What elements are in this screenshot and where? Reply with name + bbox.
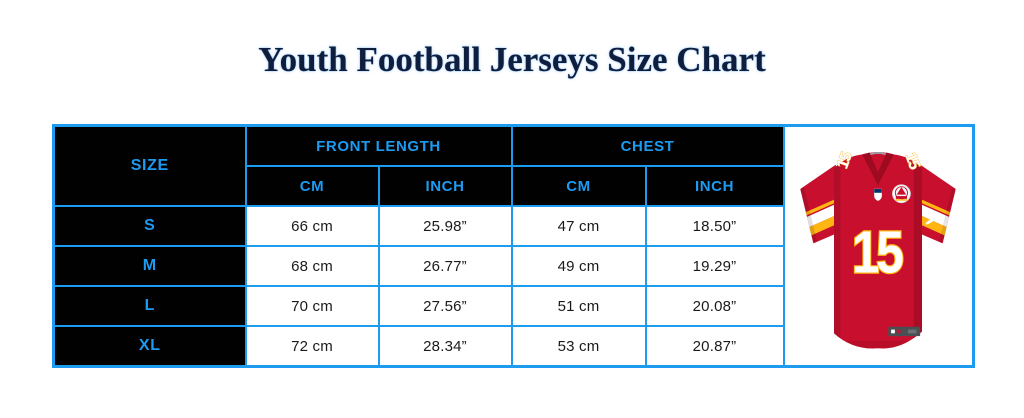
header-row-groups: SIZE FRONT LENGTH CHEST — [52, 124, 975, 368]
chest-inch-value: 19.29” — [644, 245, 785, 287]
table-row-size-xl: XL 72 cm 28.34” 53 cm 20.87” — [52, 325, 974, 368]
svg-text:15: 15 — [835, 149, 857, 171]
chest-cm-value: 51 cm — [510, 285, 647, 327]
size-label: M — [52, 245, 247, 287]
front-length-inch-value: 27.56” — [377, 285, 513, 327]
size-label: S — [52, 205, 247, 247]
page-title: Youth Football Jerseys Size Chart — [258, 40, 766, 79]
jersey-right-shoulder-number: 15 — [901, 150, 924, 172]
front-length-inch-header: INCH — [377, 165, 513, 207]
jersey-left-shoulder-number: 15 — [834, 149, 857, 171]
table-row-size-m: M 68 cm 26.77” 49 cm 19.29” — [52, 245, 974, 287]
front-length-inch-value: 26.77” — [377, 245, 513, 287]
size-chart-table: SIZE FRONT LENGTH CHEST — [52, 124, 976, 368]
size-label: L — [52, 285, 247, 327]
nike-swoosh-icon — [926, 215, 939, 225]
football-jersey-graphic: 15 15 15 — [800, 149, 957, 348]
front-length-header: FRONT LENGTH — [244, 124, 513, 167]
jersey-jock-tag — [888, 326, 921, 336]
header-row-units: CM INCH CM INCH — [54, 165, 974, 207]
jersey-v-neck-collar — [862, 152, 895, 185]
table-row-size-l: L 70 cm 27.56” 51 cm 20.08” — [52, 285, 974, 327]
front-length-cm-value: 70 cm — [244, 285, 380, 327]
front-length-inch-value: 28.34” — [377, 325, 513, 368]
chest-cm-value: 47 cm — [510, 205, 647, 247]
chest-inch-value: 20.08” — [644, 285, 785, 327]
jersey-product-image: 15 15 15 — [782, 124, 975, 368]
chest-inch-header: INCH — [644, 165, 785, 207]
chest-cm-value: 53 cm — [510, 325, 647, 368]
size-label: XL — [52, 325, 247, 368]
nfl-shield-icon — [874, 188, 883, 201]
chest-cm-value: 49 cm — [510, 245, 647, 287]
svg-text:15: 15 — [852, 218, 904, 285]
svg-text:15: 15 — [902, 150, 924, 172]
chest-inch-value: 20.87” — [644, 325, 785, 368]
jersey-chest-number: 15 — [851, 216, 908, 286]
front-length-cm-header: CM — [244, 165, 380, 207]
table-row-size-s: S 66 cm 25.98” 47 cm 18.50” — [52, 205, 974, 247]
front-length-inch-value: 25.98” — [377, 205, 513, 247]
size-column-header: SIZE — [52, 124, 247, 207]
chest-inch-value: 18.50” — [644, 205, 785, 247]
chest-cm-header: CM — [510, 165, 647, 207]
chiefs-logo-patch — [892, 183, 912, 203]
chest-header: CHEST — [510, 124, 785, 167]
front-length-cm-value: 68 cm — [244, 245, 380, 287]
front-length-cm-value: 66 cm — [244, 205, 380, 247]
front-length-cm-value: 72 cm — [244, 325, 380, 368]
